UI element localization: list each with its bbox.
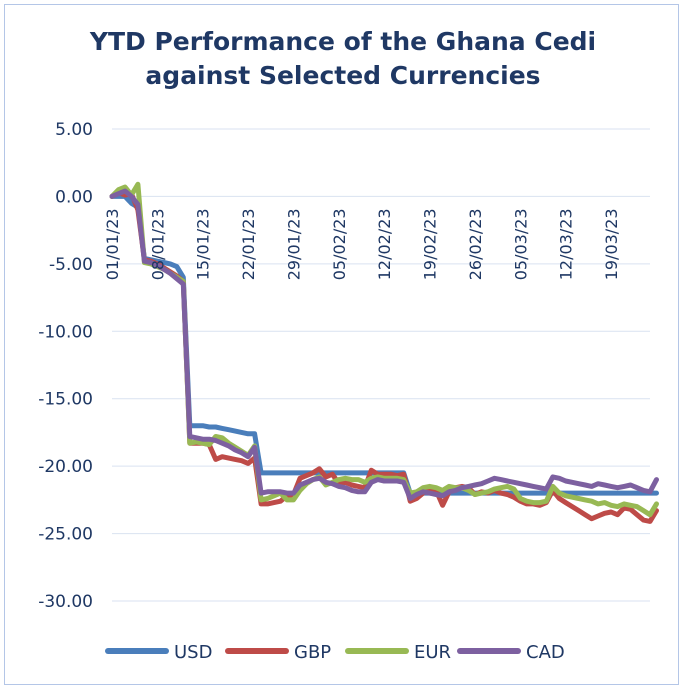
legend-label-usd: USD [174,642,212,663]
y-tick-label: -5.00 [49,255,93,275]
y-tick-label: -20.00 [38,457,93,477]
x-tick-label: 22/01/23 [239,208,258,280]
legend: USD GBP EUR CAD [105,642,565,663]
y-tick-label: -10.00 [38,322,93,342]
y-tick-label: 0.00 [55,187,93,207]
x-tick-label: 12/02/23 [375,208,394,280]
x-axis-ticks: 01/01/23 08/01/23 15/01/23 22/01/23 29/01/23… [103,208,621,280]
x-tick-label: 12/03/23 [557,208,576,280]
legend-label-gbp: GBP [294,642,331,663]
chart-title-line-2: against Selected Currencies [145,61,540,90]
series-line-eur [109,181,659,518]
series-lines [109,181,659,524]
x-tick-label: 19/03/23 [602,208,621,280]
y-tick-label: -15.00 [38,390,93,410]
x-tick-label: 08/01/23 [148,208,167,280]
x-tick-label: 26/02/23 [466,208,485,280]
y-tick-label: -25.00 [38,525,93,545]
series-line-cad [109,188,659,501]
series-line-usd [109,193,659,496]
x-tick-label: 05/03/23 [511,208,530,280]
y-tick-label: 5.00 [55,120,93,140]
x-tick-label: 15/01/23 [194,208,213,280]
legend-label-cad: CAD [526,642,565,663]
x-tick-label: 29/01/23 [284,208,303,280]
chart-title-line-1: YTD Performance of the Ghana Cedi [89,27,596,56]
y-tick-label: -30.00 [38,592,93,612]
gridlines [112,128,650,602]
x-tick-label: 19/02/23 [421,208,440,280]
x-tick-label: 01/01/23 [103,208,122,280]
y-axis-ticks: 5.00 0.00 -5.00 -10.00 -15.00 -20.00 -25.00 -30… [38,120,93,612]
chart-frame [4,4,679,685]
legend-label-eur: EUR [414,642,451,663]
x-tick-label: 05/02/23 [330,208,349,280]
